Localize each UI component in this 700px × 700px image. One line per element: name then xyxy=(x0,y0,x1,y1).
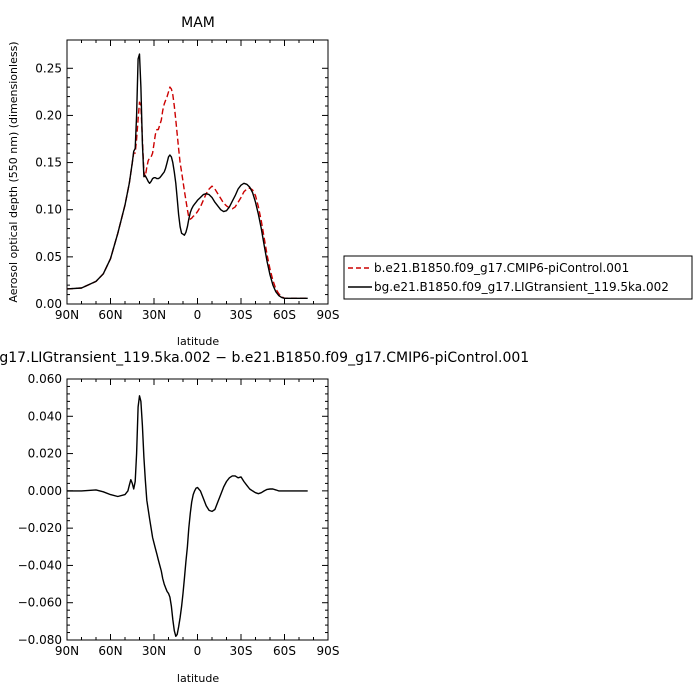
top-x-tick-label: 30S xyxy=(230,308,253,322)
top-x-tick-label: 90N xyxy=(55,308,79,322)
difference-panel: bg.e21.B1850.f09_g17.LIGtransient_119.5k… xyxy=(0,350,529,685)
bottom-y-tick-label: −0.020 xyxy=(18,521,62,535)
top-x-tick-label: 30N xyxy=(142,308,166,322)
legend-box xyxy=(343,255,693,300)
bottom-plot-frame xyxy=(66,378,329,641)
top-y-tick-label: 0.00 xyxy=(35,297,62,311)
top-y-tick-label: 0.15 xyxy=(35,156,62,170)
bottom-series-line-0 xyxy=(67,395,308,637)
top-plot-frame xyxy=(66,39,329,305)
top-y-axis-label: Aerosol optical depth (550 nm) (dimensio… xyxy=(7,41,20,302)
top-y-tick-label: 0.05 xyxy=(35,250,62,264)
top-series-line-1 xyxy=(66,53,308,299)
top-y-tick-label: 0.20 xyxy=(35,108,62,122)
top-x-tick-label: 60N xyxy=(98,308,122,322)
legend-label-picontrol: b.e21.B1850.f09_g17.CMIP6-piControl.001 xyxy=(374,261,629,275)
top-chart-title: MAM xyxy=(181,15,215,31)
bottom-x-axis-label: latitude xyxy=(177,672,219,685)
bottom-x-tick-label: 90N xyxy=(55,644,79,658)
top-y-tick-label: 0.10 xyxy=(35,203,62,217)
bottom-y-tick-label: −0.080 xyxy=(18,633,62,647)
top-x-tick-label: 90S xyxy=(317,308,340,322)
top-y-tick-label: 0.25 xyxy=(35,61,62,75)
aod-panel: MAM Aerosol optical depth (550 nm) (dime… xyxy=(7,15,693,348)
bottom-x-tick-label: 60S xyxy=(273,644,296,658)
top-x-tick-label: 60S xyxy=(273,308,296,322)
top-x-axis-label: latitude xyxy=(177,335,219,348)
legend-label-ligtransient: bg.e21.B1850.f09_g17.LIGtransient_119.5k… xyxy=(374,280,669,294)
bottom-x-tick-label: 30N xyxy=(142,644,166,658)
bottom-x-tick-label: 60N xyxy=(98,644,122,658)
bottom-y-tick-label: −0.060 xyxy=(18,596,62,610)
bottom-y-tick-label: −0.040 xyxy=(18,558,62,572)
bottom-chart-title: bg.e21.B1850.f09_g17.LIGtransient_119.5k… xyxy=(0,350,529,366)
legend: b.e21.B1850.f09_g17.CMIP6-piControl.001 … xyxy=(343,255,693,300)
top-series-line-0 xyxy=(66,86,308,299)
bottom-y-tick-label: 0.040 xyxy=(28,409,62,423)
bottom-x-tick-label: 30S xyxy=(230,644,253,658)
bottom-y-tick-label: 0.000 xyxy=(28,484,62,498)
bottom-y-tick-label: 0.020 xyxy=(28,447,62,461)
top-x-tick-label: 0 xyxy=(194,308,202,322)
bottom-x-tick-label: 0 xyxy=(194,644,202,658)
bottom-y-tick-label: 0.060 xyxy=(28,372,62,386)
bottom-x-tick-label: 90S xyxy=(317,644,340,658)
